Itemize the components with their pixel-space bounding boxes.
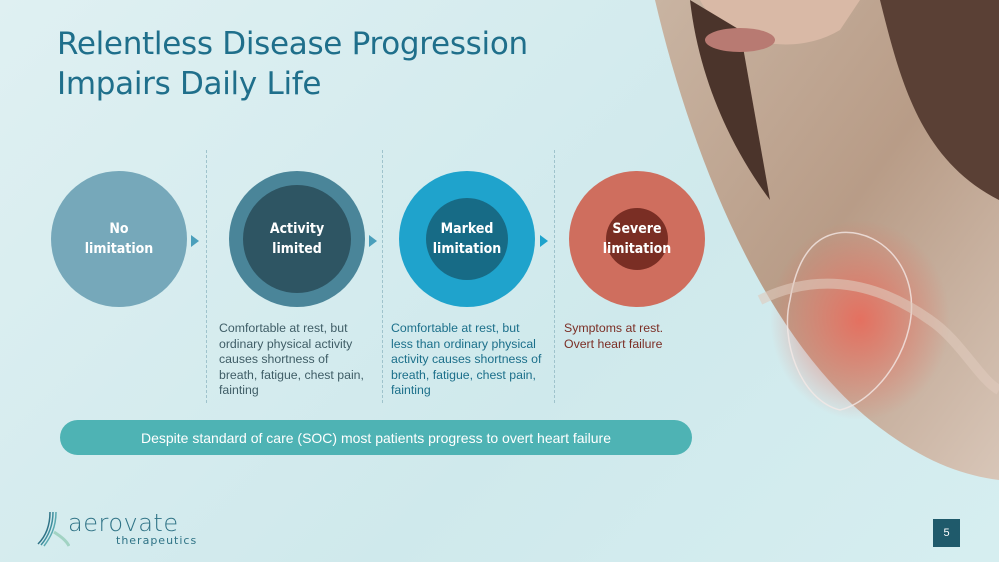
divider — [206, 150, 207, 403]
stage-description-activity-limited: Comfortable at rest, but ordinary physic… — [219, 321, 379, 399]
page-title: Relentless Disease Progression Impairs D… — [57, 24, 528, 104]
stage-label: limited — [272, 241, 322, 257]
description-line: Comfortable at rest, but — [219, 321, 348, 335]
stage-label: Marked — [440, 221, 494, 237]
description-line: ordinary physical activity — [219, 336, 353, 351]
title-line-1: Relentless Disease Progression — [57, 26, 528, 62]
stage-description-marked-limitation: Comfortable at rest, but less than ordin… — [391, 321, 551, 399]
title-line-2: Impairs Daily Life — [57, 66, 322, 102]
stage-label: No — [109, 221, 129, 237]
divider — [554, 150, 555, 403]
stage-circle-severe-limitation: Severe limitation — [569, 171, 705, 307]
stage-label: Severe — [612, 221, 662, 237]
stage-circle-activity-limited: Activity limited — [229, 171, 365, 307]
page-number: 5 — [933, 519, 960, 547]
arrow-right-icon — [540, 235, 548, 247]
stage-label: Activity — [269, 221, 325, 237]
stage-circle-marked-limitation: Marked limitation — [399, 171, 535, 307]
description-line: breath, fatigue, chest pain, — [391, 367, 536, 382]
description-line: causes shortness of — [219, 352, 329, 366]
stage-circle-no-limitation: No limitation — [51, 171, 187, 307]
aerovate-logo: aerovate therapeutics — [36, 510, 206, 550]
description-line: activity causes shortness of — [391, 352, 542, 366]
stage-label: limitation — [432, 241, 502, 257]
logo-sub: therapeutics — [116, 534, 198, 547]
description-line: breath, fatigue, chest pain, — [219, 367, 364, 382]
logo-mark-icon — [37, 511, 70, 547]
description-line: less than ordinary physical — [391, 336, 536, 351]
stage-label: limitation — [602, 241, 672, 257]
description-line: Symptoms at rest. — [564, 321, 664, 335]
banner-text: Despite standard of care (SOC) most pati… — [141, 429, 611, 446]
divider — [382, 150, 383, 403]
description-line: fainting — [391, 383, 431, 397]
soc-banner: Despite standard of care (SOC) most pati… — [60, 420, 692, 455]
logo-name: aerovate — [68, 509, 179, 537]
description-line: Overt heart failure — [564, 336, 663, 351]
description-line: fainting — [219, 383, 259, 397]
arrow-right-icon — [369, 235, 377, 247]
stage-label: limitation — [84, 241, 154, 257]
page-number-text: 5 — [943, 527, 950, 539]
stage-description-severe-limitation: Symptoms at rest. Overt heart failure — [564, 321, 724, 352]
description-line: Comfortable at rest, but — [391, 321, 520, 335]
arrow-right-icon — [191, 235, 199, 247]
